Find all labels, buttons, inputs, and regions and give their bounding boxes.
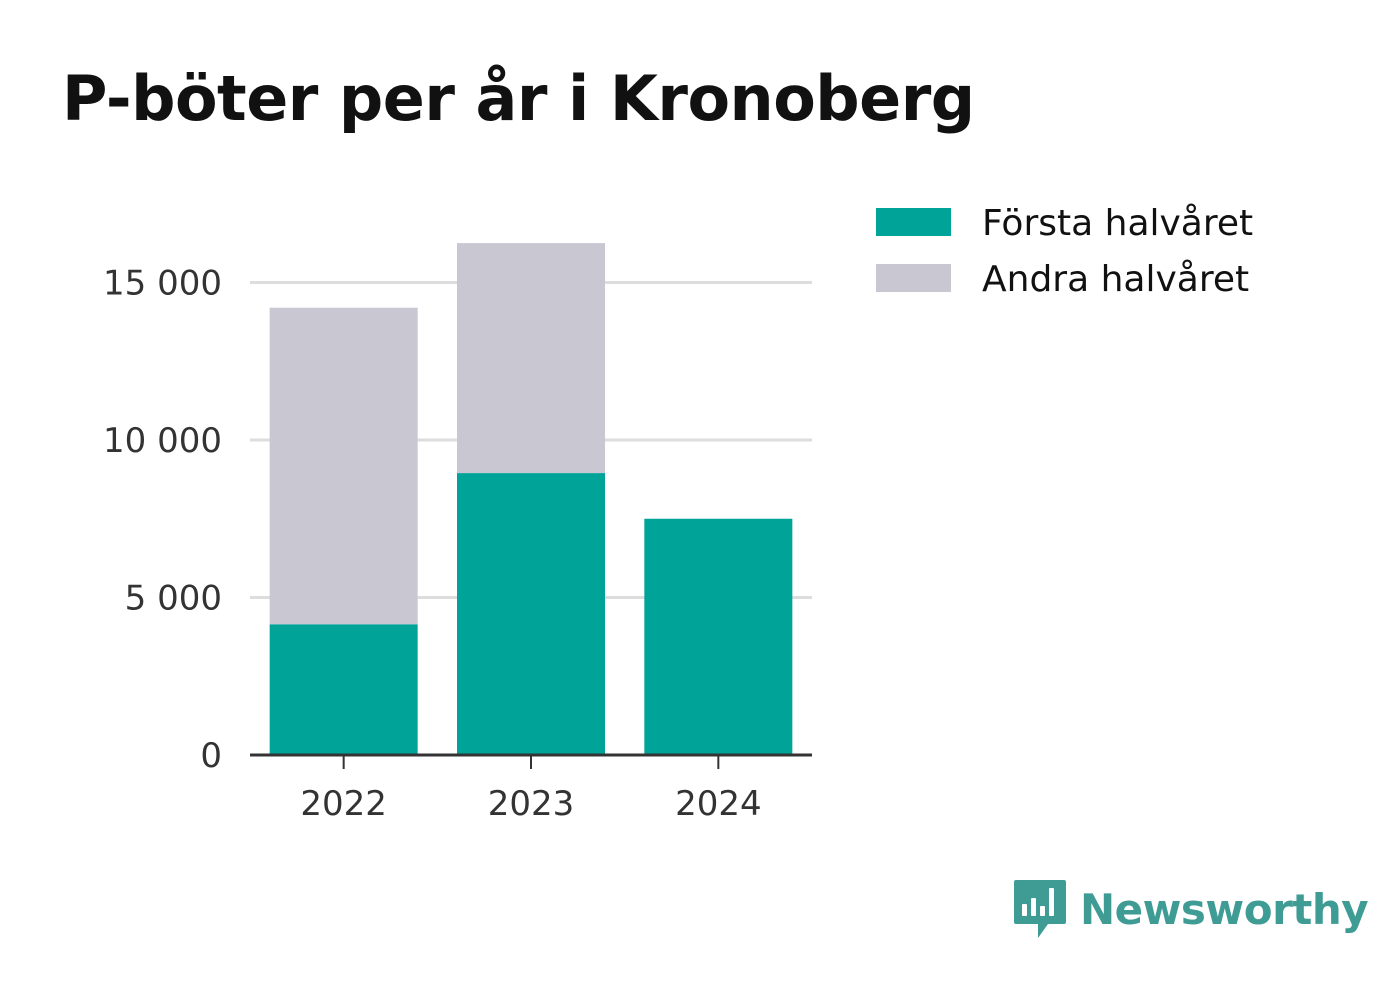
bar-2024-first-half [644, 518, 793, 755]
brand-name: Newsworthy [1080, 884, 1369, 934]
x-tick-label: 2024 [675, 784, 762, 824]
bar-2022-second-half [269, 307, 418, 625]
bar-2022-first-half [269, 624, 418, 755]
axes: 0 5 000 10 000 15 000 2022 2023 2024 [103, 264, 812, 824]
legend-label: Andra halvåret [982, 259, 1249, 300]
bars [269, 243, 793, 755]
x-tick-label: 2023 [488, 784, 575, 824]
legend: Första halvåret Andra halvåret [876, 203, 1253, 300]
y-tick-label: 5 000 [125, 579, 222, 619]
legend-swatch [876, 208, 951, 236]
y-tick-label: 15 000 [103, 264, 222, 304]
y-tick-label: 0 [200, 736, 222, 776]
legend-label: Första halvåret [982, 203, 1253, 244]
chart-title: P-böter per år i Kronoberg [62, 62, 975, 135]
legend-swatch [876, 264, 951, 292]
brand-logo: Newsworthy [1012, 878, 1369, 940]
newsworthy-logo-icon [1014, 880, 1066, 938]
x-tick-label: 2022 [300, 784, 387, 824]
bar-2023-second-half [457, 243, 605, 474]
y-tick-label: 10 000 [103, 421, 222, 461]
bar-2023-first-half [457, 473, 605, 755]
